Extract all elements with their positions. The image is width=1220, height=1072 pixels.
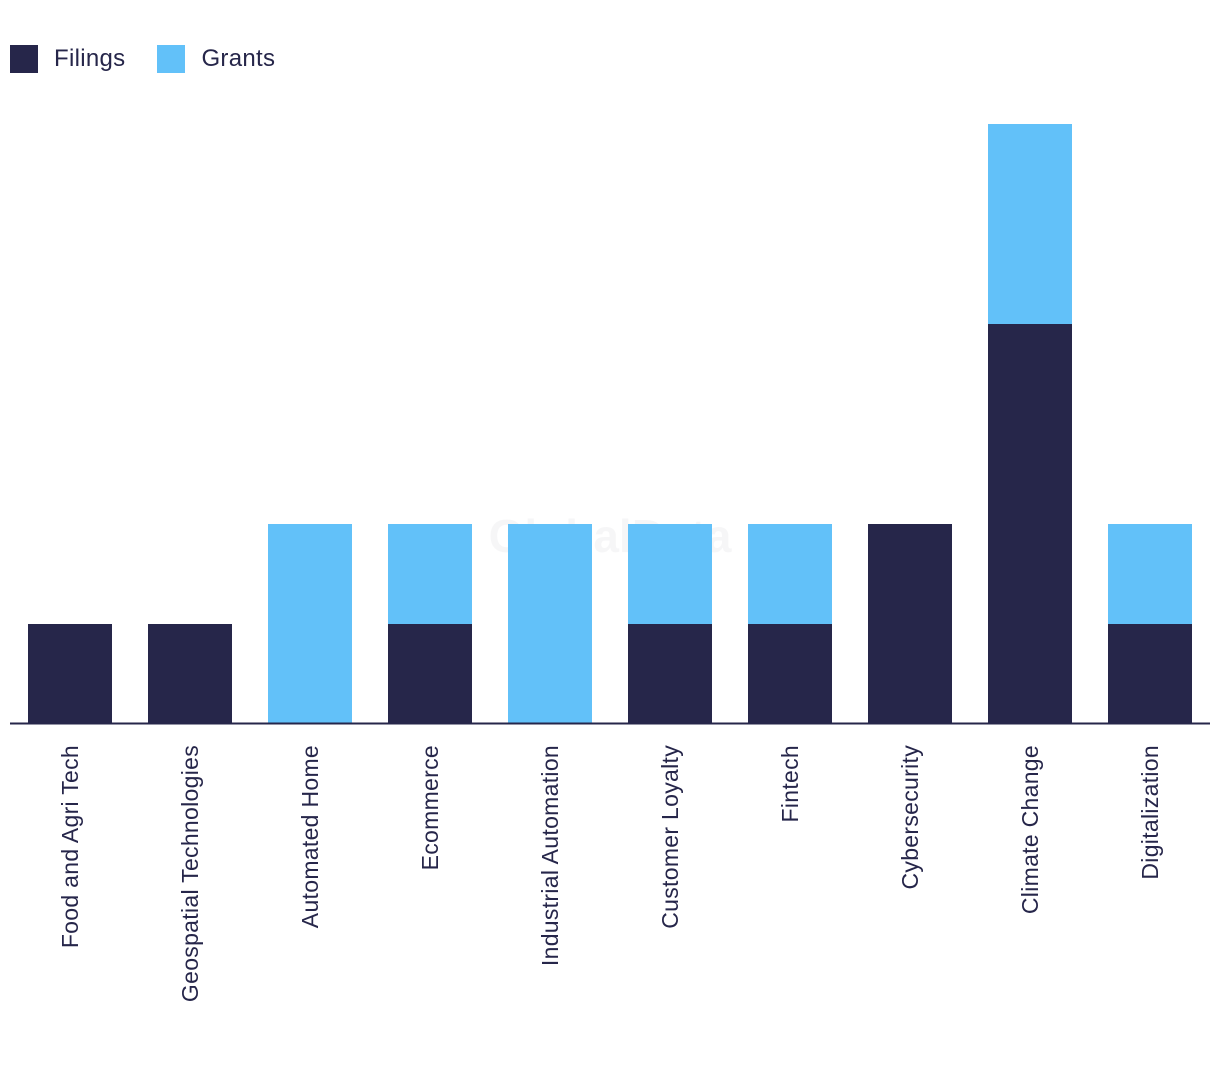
bar-grants-climate-change — [988, 124, 1072, 324]
bar-filings-digitalization — [1108, 624, 1192, 724]
category-label-geospatial-technologies: Geospatial Technologies — [177, 745, 203, 1002]
category-label-climate-change: Climate Change — [1017, 745, 1043, 914]
bar-filings-cybersecurity — [868, 524, 952, 724]
legend: Filings Grants — [10, 44, 307, 74]
category-label-automated-home: Automated Home — [297, 745, 323, 928]
bars-group — [28, 124, 1192, 724]
bar-grants-ecommerce — [388, 524, 472, 624]
bar-filings-fintech — [748, 624, 832, 724]
legend-swatch-filings — [10, 45, 38, 73]
bar-grants-customer-loyalty — [628, 524, 712, 624]
bar-grants-industrial-automation — [508, 524, 592, 724]
category-labels: Food and Agri Tech Geospatial Technologie… — [57, 745, 1163, 1002]
category-label-fintech: Fintech — [777, 745, 803, 823]
legend-item-filings: Filings — [10, 45, 125, 73]
category-label-digitalization: Digitalization — [1137, 745, 1163, 880]
legend-item-grants: Grants — [157, 45, 275, 73]
legend-label-filings: Filings — [54, 45, 126, 72]
bar-filings-climate-change — [988, 324, 1072, 724]
legend-label-grants: Grants — [201, 45, 276, 72]
bar-grants-digitalization — [1108, 524, 1192, 624]
bar-filings-customer-loyalty — [628, 624, 712, 724]
category-label-customer-loyalty: Customer Loyalty — [657, 745, 683, 929]
bar-filings-food-and-agri-tech — [28, 624, 112, 724]
bar-filings-geospatial-technologies — [148, 624, 232, 724]
legend-swatch-grants — [157, 45, 186, 73]
category-label-industrial-automation: Industrial Automation — [537, 745, 563, 966]
category-label-cybersecurity: Cybersecurity — [897, 745, 923, 890]
category-label-ecommerce: Ecommerce — [417, 745, 443, 870]
bar-filings-ecommerce — [388, 624, 472, 724]
bar-grants-fintech — [748, 524, 832, 624]
category-label-food-and-agri-tech: Food and Agri Tech — [57, 745, 83, 948]
bar-grants-automated-home — [268, 524, 352, 724]
